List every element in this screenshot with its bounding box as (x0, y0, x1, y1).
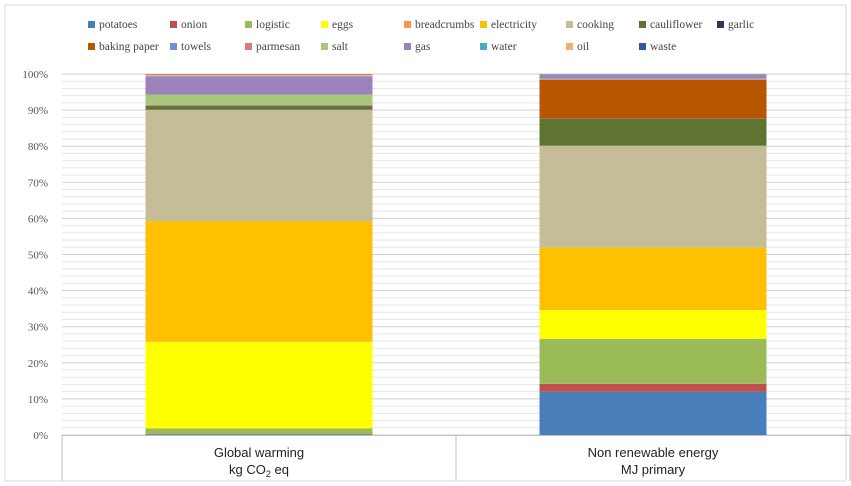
legend-label: onion (181, 19, 207, 31)
bar-segment-electricity (145, 221, 373, 342)
legend-item: oil (566, 41, 589, 53)
legend-swatch (245, 43, 252, 50)
unit-text: kg CO (229, 462, 266, 477)
legend-item: salt (321, 41, 349, 53)
legend-swatch (639, 21, 646, 28)
legend-label: logistic (256, 19, 290, 31)
y-axis: 0% 10% 20% 30% 40% 50% 60% 70% 80% 90% 100% (22, 69, 48, 442)
legend-label: gas (415, 41, 431, 53)
legend-label: oil (577, 41, 589, 53)
legend-swatch (404, 21, 411, 28)
legend-label: towels (181, 41, 212, 53)
bar-segment-potatoes (539, 391, 767, 435)
y-tick-label: 70% (28, 177, 48, 189)
bar-segment-cooking (539, 145, 767, 248)
legend-swatch (170, 21, 177, 28)
bar-stack (145, 74, 373, 435)
legend-item: gas (404, 41, 431, 53)
y-tick-label: 80% (28, 141, 48, 153)
legend-swatch (170, 43, 177, 50)
y-tick-label: 0% (33, 430, 48, 442)
legend-swatch (88, 21, 95, 28)
legend-item: logistic (245, 19, 290, 31)
legend-label: electricity (491, 19, 537, 31)
bar-segment-eggs (539, 309, 767, 339)
legend-item: cooking (566, 19, 614, 31)
legend-label: cooking (577, 19, 614, 31)
bar-segment-logistic (145, 428, 373, 434)
y-tick-label: 20% (28, 358, 48, 370)
legend-item: electricity (480, 19, 537, 31)
legend-swatch (404, 43, 411, 50)
legend-swatch (321, 21, 328, 28)
legend-item: water (480, 41, 517, 53)
legend-swatch (88, 43, 95, 50)
bar-segment-oil (145, 74, 373, 77)
legend-label: breadcrumbs (415, 19, 475, 31)
legend-swatch (480, 43, 487, 50)
bar-segment-onion (539, 383, 767, 392)
y-tick-label: 60% (28, 213, 48, 225)
bar-segment-electricity (539, 247, 767, 310)
unit-text-suffix: eq (271, 462, 289, 477)
legend-label: eggs (332, 19, 354, 31)
category-label-line2: MJ primary (621, 462, 686, 477)
legend-swatch (245, 21, 252, 28)
legend-item: garlic (717, 19, 754, 31)
legend-swatch (321, 43, 328, 50)
bar-segment-cauliflower (539, 118, 767, 146)
bar-segment-logistic (539, 338, 767, 384)
legend-item: potatoes (88, 19, 138, 31)
y-tick-label: 90% (28, 105, 48, 117)
legend-label: cauliflower (650, 19, 703, 31)
legend-item: towels (170, 41, 212, 53)
bar-segment-cauliflower (145, 106, 373, 110)
legend-item: breadcrumbs (404, 19, 475, 31)
y-tick-label: 30% (28, 322, 48, 334)
bar-segment-cooking (145, 109, 373, 222)
legend-label: baking paper (99, 41, 159, 53)
legend-item: parmesan (245, 41, 300, 53)
bar-segment-salt (145, 94, 373, 105)
unit-text: MJ primary (621, 462, 686, 477)
legend-item: onion (170, 19, 207, 31)
legend-swatch (480, 21, 487, 28)
legend-label: potatoes (99, 19, 138, 31)
legend-swatch (717, 21, 724, 28)
legend-label: waste (650, 41, 676, 53)
category-label-line2: kg CO2 eq (229, 462, 289, 479)
bar-stack (539, 74, 767, 435)
legend-item: cauliflower (639, 19, 703, 31)
bar-segment-gas (145, 76, 373, 95)
x-axis: Global warming kg CO2 eq Non renewable ene… (61, 435, 851, 481)
legend-swatch (639, 43, 646, 50)
bar-segment-gas (539, 75, 767, 79)
bar-segment-baking-paper (539, 79, 767, 119)
category-label-line1: Non renewable energy (588, 445, 719, 460)
bar-segment-eggs (145, 341, 373, 429)
legend-item: eggs (321, 19, 354, 31)
legend: potatoes onion logistic eggs breadcrumbs elec… (88, 19, 754, 53)
legend-swatch (566, 43, 573, 50)
legend-label: water (491, 41, 517, 53)
legend-label: garlic (728, 19, 754, 31)
unit-subscript: 2 (266, 469, 271, 479)
y-tick-label: 50% (28, 250, 48, 262)
category-label-line1: Global warming (214, 445, 304, 460)
legend-swatch (566, 21, 573, 28)
y-tick-label: 100% (22, 69, 48, 81)
bars (145, 74, 767, 435)
legend-label: salt (332, 41, 349, 53)
y-tick-label: 40% (28, 286, 48, 298)
bar-segment-potatoes (145, 434, 373, 435)
legend-item: waste (639, 41, 676, 53)
legend-item: baking paper (88, 41, 159, 53)
y-tick-label: 10% (28, 394, 48, 406)
legend-label: parmesan (256, 41, 300, 53)
